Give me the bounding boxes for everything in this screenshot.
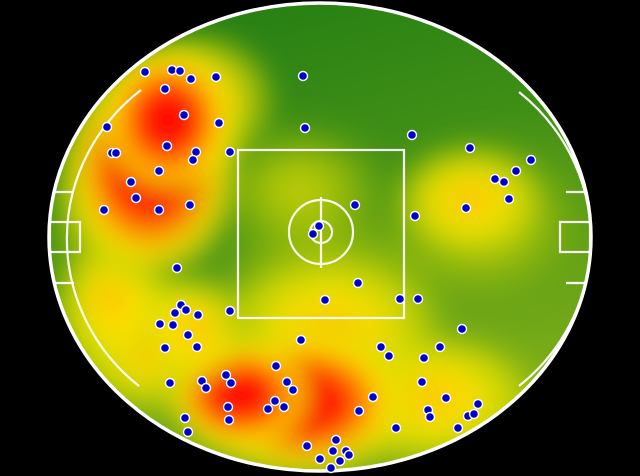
event-marker[interactable] — [178, 109, 190, 121]
event-marker[interactable] — [192, 309, 204, 321]
event-marker[interactable] — [110, 147, 122, 159]
event-marker[interactable] — [213, 117, 225, 129]
event-marker[interactable] — [167, 319, 179, 331]
hotspot-left-upper — [94, 40, 242, 200]
event-marker[interactable] — [456, 323, 468, 335]
event-marker[interactable] — [325, 462, 337, 474]
event-marker[interactable] — [101, 121, 113, 133]
event-marker[interactable] — [367, 391, 379, 403]
event-marker[interactable] — [161, 140, 173, 152]
event-marker[interactable] — [220, 369, 232, 381]
event-marker[interactable] — [224, 305, 236, 317]
event-marker[interactable] — [180, 304, 192, 316]
event-marker[interactable] — [394, 293, 406, 305]
event-marker[interactable] — [343, 449, 355, 461]
event-marker[interactable] — [416, 376, 428, 388]
event-marker[interactable] — [503, 193, 515, 205]
event-marker[interactable] — [187, 154, 199, 166]
event-marker[interactable] — [200, 382, 212, 394]
event-marker[interactable] — [281, 376, 293, 388]
event-marker[interactable] — [159, 342, 171, 354]
event-marker[interactable] — [159, 83, 171, 95]
event-marker[interactable] — [154, 318, 166, 330]
event-marker[interactable] — [489, 173, 501, 185]
event-marker[interactable] — [130, 192, 142, 204]
event-marker[interactable] — [353, 405, 365, 417]
event-marker[interactable] — [278, 401, 290, 413]
event-marker[interactable] — [464, 142, 476, 154]
event-marker[interactable] — [169, 307, 181, 319]
event-marker[interactable] — [383, 350, 395, 362]
event-marker[interactable] — [390, 422, 402, 434]
event-marker[interactable] — [330, 434, 342, 446]
event-marker[interactable] — [319, 294, 331, 306]
event-marker[interactable] — [182, 426, 194, 438]
event-marker[interactable] — [313, 220, 325, 232]
event-marker[interactable] — [498, 176, 510, 188]
event-marker[interactable] — [171, 262, 183, 274]
event-marker[interactable] — [225, 377, 237, 389]
event-marker[interactable] — [98, 204, 110, 216]
event-marker[interactable] — [224, 146, 236, 158]
event-marker[interactable] — [184, 199, 196, 211]
heat-hot-layer — [54, 40, 418, 472]
event-marker[interactable] — [185, 73, 197, 85]
event-marker[interactable] — [210, 71, 222, 83]
event-marker[interactable] — [349, 199, 361, 211]
event-marker[interactable] — [174, 65, 186, 77]
event-marker[interactable] — [406, 129, 418, 141]
event-marker[interactable] — [409, 210, 421, 222]
event-marker[interactable] — [434, 341, 446, 353]
event-marker[interactable] — [352, 277, 364, 289]
event-marker[interactable] — [153, 165, 165, 177]
event-marker[interactable] — [125, 176, 137, 188]
event-marker[interactable] — [375, 341, 387, 353]
event-marker[interactable] — [525, 154, 537, 166]
event-marker[interactable] — [269, 395, 281, 407]
event-markers-layer[interactable] — [98, 64, 537, 474]
event-marker[interactable] — [440, 392, 452, 404]
event-marker[interactable] — [334, 455, 346, 467]
event-marker[interactable] — [164, 377, 176, 389]
event-marker[interactable] — [424, 411, 436, 423]
event-marker[interactable] — [223, 414, 235, 426]
event-marker[interactable] — [510, 165, 522, 177]
event-marker[interactable] — [327, 445, 339, 457]
event-marker[interactable] — [307, 228, 319, 240]
event-marker[interactable] — [299, 122, 311, 134]
event-marker[interactable] — [468, 408, 480, 420]
event-marker[interactable] — [314, 453, 326, 465]
event-marker[interactable] — [460, 202, 472, 214]
event-marker[interactable] — [295, 334, 307, 346]
event-marker[interactable] — [262, 403, 274, 415]
hotspot-left-pocket — [138, 270, 254, 390]
event-marker[interactable] — [270, 360, 282, 372]
event-marker[interactable] — [222, 401, 234, 413]
event-marker[interactable] — [297, 70, 309, 82]
event-marker[interactable] — [301, 440, 313, 452]
event-marker[interactable] — [182, 329, 194, 341]
event-marker[interactable] — [153, 204, 165, 216]
centre-square — [236, 148, 406, 320]
event-marker[interactable] — [412, 293, 424, 305]
event-marker[interactable] — [452, 422, 464, 434]
event-marker[interactable] — [472, 398, 484, 410]
event-marker[interactable] — [287, 384, 299, 396]
event-marker[interactable] — [418, 352, 430, 364]
boundary-line — [47, 1, 593, 473]
event-marker[interactable] — [179, 412, 191, 424]
event-marker[interactable] — [139, 66, 151, 78]
event-marker[interactable] — [191, 341, 203, 353]
